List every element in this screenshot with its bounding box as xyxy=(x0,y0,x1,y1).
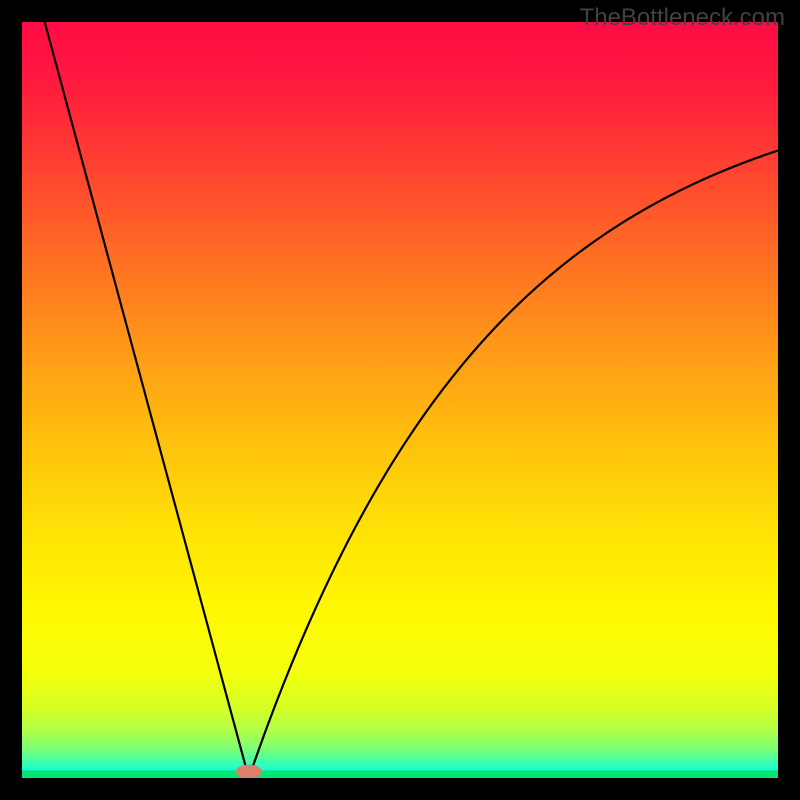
optimal-marker xyxy=(236,765,262,778)
watermark-text: TheBottleneck.com xyxy=(580,4,785,32)
bottom-band xyxy=(22,770,778,778)
stage: TheBottleneck.com xyxy=(0,0,800,800)
plot-svg xyxy=(22,22,778,778)
gradient-background xyxy=(22,22,778,778)
plot-area xyxy=(22,22,778,778)
